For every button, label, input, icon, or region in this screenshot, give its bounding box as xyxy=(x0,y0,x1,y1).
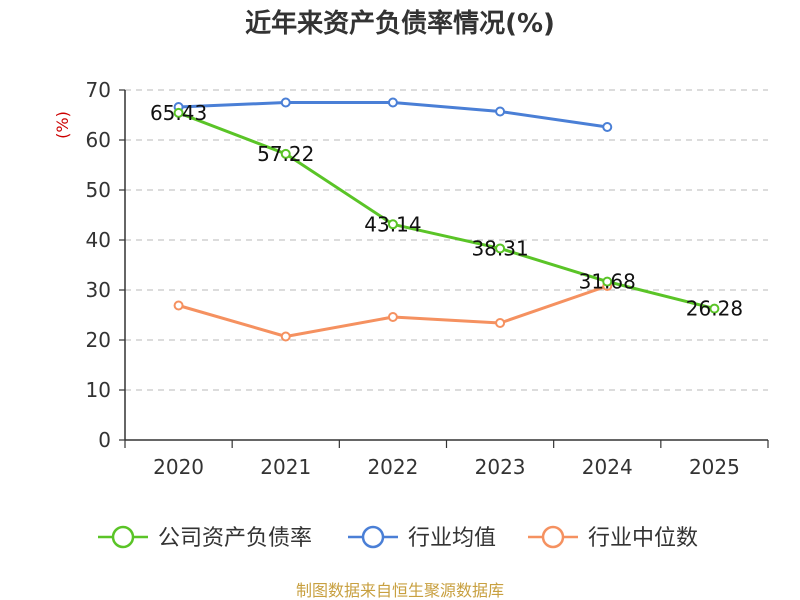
data-point xyxy=(495,318,506,328)
axes xyxy=(119,89,769,448)
data-point xyxy=(173,300,184,311)
data-point xyxy=(280,97,291,108)
data-labels: 65.43 57.22 43.14 38.31 31.68 26.28 xyxy=(150,101,743,321)
data-point xyxy=(495,106,506,117)
legend-label: 行业中位数 xyxy=(588,526,698,551)
gridlines xyxy=(125,89,768,391)
data-point xyxy=(387,219,398,230)
data-point xyxy=(173,107,184,118)
y-tick-label: 20 xyxy=(86,328,111,352)
y-tick-label: 30 xyxy=(86,278,111,302)
source-note: 制图数据来自恒生聚源数据库 xyxy=(296,581,504,600)
x-tick-label: 2024 xyxy=(582,455,633,479)
y-tick-label: 10 xyxy=(86,378,111,402)
legend-marker xyxy=(111,525,135,549)
data-label: 57.22 xyxy=(257,142,314,166)
x-tick-label: 2021 xyxy=(260,455,311,479)
data-point xyxy=(709,303,720,314)
y-tick-label: 40 xyxy=(86,228,111,252)
data-point xyxy=(280,331,291,342)
series-line xyxy=(178,111,715,311)
data-point xyxy=(387,312,398,322)
legend-marker xyxy=(361,525,385,549)
y-tick-label: 50 xyxy=(86,178,111,202)
series-lines xyxy=(178,101,715,338)
x-tick-label: 2023 xyxy=(475,455,526,479)
y-tick-label: 70 xyxy=(86,78,111,102)
legend-marker xyxy=(541,525,565,549)
y-axis-label: (%) xyxy=(53,111,72,139)
y-tick-label: 60 xyxy=(86,128,111,152)
series-points xyxy=(173,97,720,342)
y-tick-labels: 0 10 20 30 40 50 60 70 xyxy=(86,78,111,452)
data-label: 26.28 xyxy=(686,297,743,321)
data-point xyxy=(602,276,613,287)
data-point xyxy=(495,243,506,254)
legend-label: 行业均值 xyxy=(408,526,496,551)
x-tick-label: 2025 xyxy=(689,455,740,479)
data-label: 65.43 xyxy=(150,101,207,125)
x-tick-label: 2022 xyxy=(367,455,418,479)
x-tick-labels: 2020 2021 2022 2023 2024 2025 xyxy=(153,455,740,479)
data-label: 31.68 xyxy=(579,270,636,294)
chart-title: 近年来资产负债率情况(%) xyxy=(245,8,555,39)
legend-label: 公司资产负债率 xyxy=(158,526,312,551)
data-label: 43.14 xyxy=(364,212,421,236)
legend: 公司资产负债率 行业均值 行业中位数 xyxy=(98,525,698,551)
x-tick-label: 2020 xyxy=(153,455,204,479)
data-point xyxy=(387,97,398,108)
series-line xyxy=(178,284,608,338)
data-point xyxy=(280,148,291,159)
data-point xyxy=(602,122,613,132)
data-label: 38.31 xyxy=(471,236,528,260)
y-tick-label: 0 xyxy=(98,428,111,452)
